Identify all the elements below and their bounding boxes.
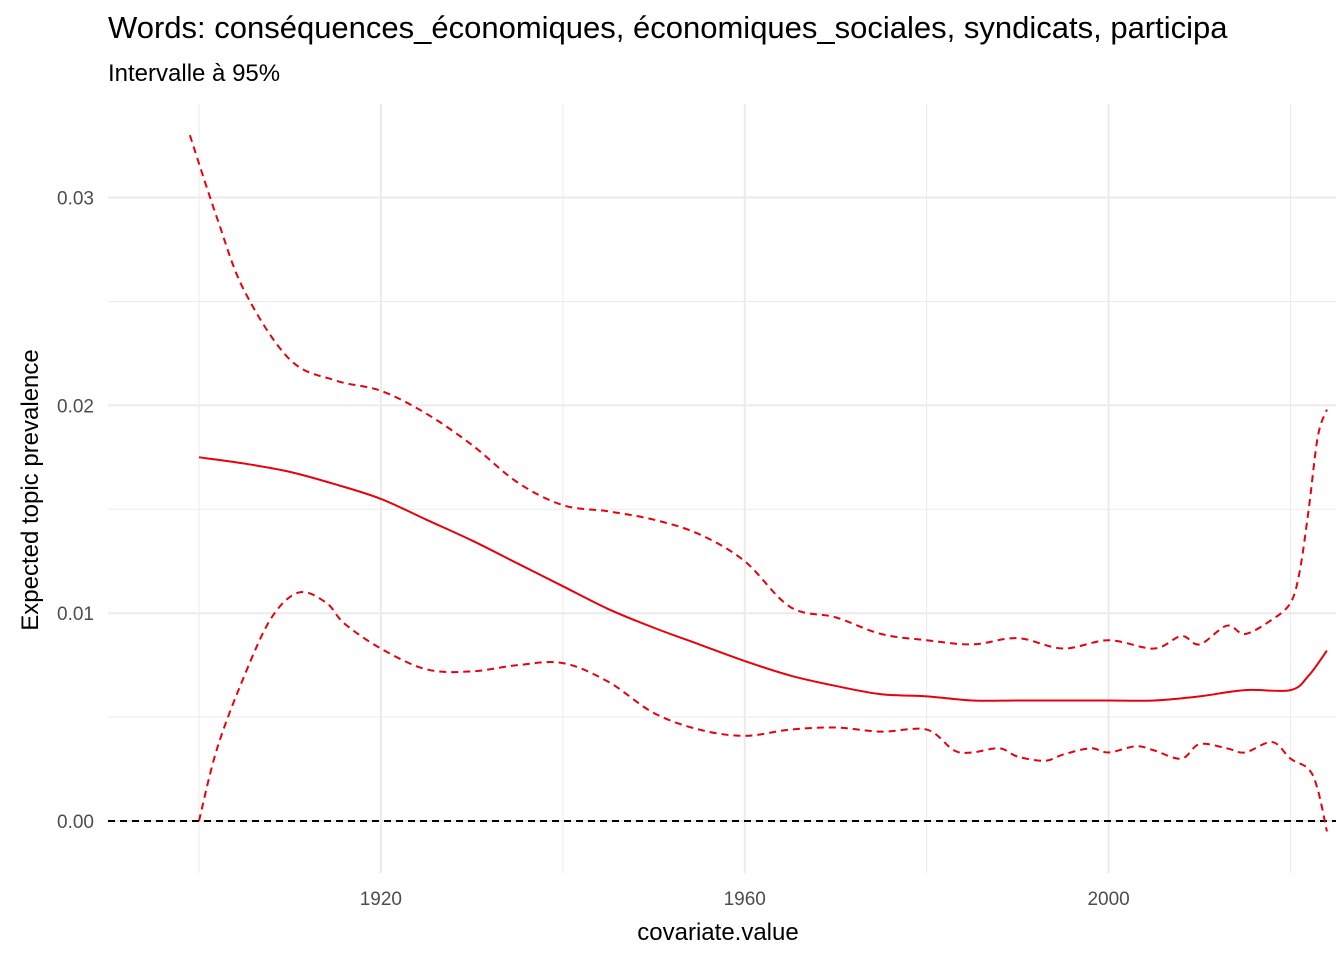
x-tick-label: 2000	[1087, 889, 1129, 910]
y-tick-labels: 0.00 0.01 0.02 0.03	[57, 189, 94, 834]
upper-ci-line	[188, 134, 1328, 650]
chart-subtitle: Intervalle à 95%	[108, 60, 281, 87]
lower-ci-line	[197, 590, 1328, 832]
major-gridlines	[108, 104, 1336, 873]
x-tick-label: 1920	[360, 889, 402, 910]
x-tick-label: 1960	[724, 889, 766, 910]
y-tick-label: 0.01	[57, 604, 94, 625]
chart-title: Words: conséquences_économiques, économi…	[108, 10, 1228, 45]
estimate-line	[198, 456, 1328, 702]
y-tick-label: 0.02	[57, 396, 94, 417]
x-tick-labels: 1920 1960 2000	[360, 889, 1130, 910]
series-layer	[188, 134, 1328, 832]
minor-gridlines	[108, 104, 1336, 873]
y-tick-label: 0.00	[57, 812, 94, 833]
y-tick-label: 0.03	[57, 189, 94, 210]
x-axis-title: covariate.value	[637, 919, 798, 946]
y-axis-title: Expected topic prevalence	[17, 349, 44, 631]
